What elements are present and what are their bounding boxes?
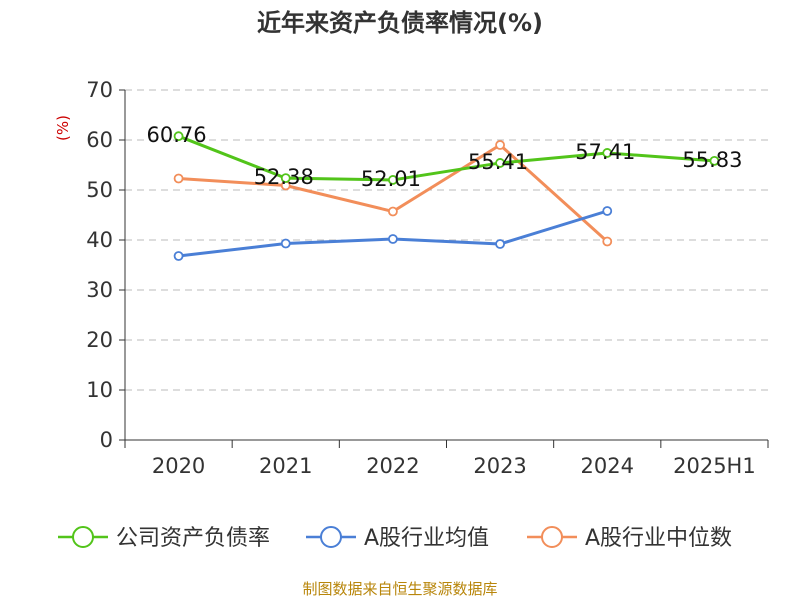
y-tick-label: 60: [86, 128, 113, 152]
data-label: 55.41: [468, 150, 528, 174]
data-point: [280, 238, 291, 249]
x-tick-label: 2025H1: [673, 454, 756, 478]
y-tick-label: 40: [86, 228, 113, 252]
legend: 公司资产负债率 A股行业均值 A股行业中位数: [58, 526, 732, 551]
data-point: [709, 155, 720, 166]
series-line-1: [178, 209, 608, 258]
y-tick-label: 0: [100, 428, 113, 452]
data-labels: 60.76 52.38 52.01 55.41 57.41 55.83: [147, 123, 743, 191]
data-point: [388, 234, 398, 244]
y-tick-label: 10: [86, 378, 113, 402]
source-note: 制图数据来自恒生聚源数据库: [302, 580, 497, 598]
y-tick-label: 50: [86, 178, 113, 202]
x-tick-label: 2021: [259, 454, 312, 478]
chart-title: 近年来资产负债率情况(%): [257, 9, 543, 37]
data-label: 57.41: [575, 140, 635, 164]
y-tick-label: 20: [86, 328, 113, 352]
data-point: [173, 131, 184, 142]
x-tick-label: 2023: [473, 454, 526, 478]
axes: 0 10 20 30 40 50 60 70 2020 2021 2022 2023 2024 2025H…: [86, 78, 769, 478]
y-axis-unit-label: (%): [54, 115, 72, 141]
data-point: [495, 239, 505, 249]
legend-marker-icon: [541, 526, 563, 548]
data-point: [602, 148, 613, 158]
data-label: 60.76: [147, 123, 207, 147]
series-lines: [173, 131, 720, 261]
legend-item-2: A股行业中位数: [527, 526, 732, 551]
x-tick-label: 2024: [581, 454, 634, 478]
data-label: 55.83: [682, 148, 742, 172]
data-point: [495, 158, 505, 168]
legend-label: A股行业中位数: [585, 526, 732, 551]
legend-item-1: A股行业均值: [306, 526, 489, 551]
x-tick-label: 2022: [366, 454, 419, 478]
data-point: [173, 251, 184, 261]
data-point: [388, 206, 398, 217]
legend-item-0: 公司资产负债率: [58, 526, 270, 551]
data-point: [602, 206, 613, 216]
data-label: 52.38: [254, 165, 314, 189]
legend-label: 公司资产负债率: [116, 526, 270, 551]
y-tick-label: 30: [86, 278, 113, 302]
legend-marker-icon: [72, 526, 94, 548]
data-point: [173, 173, 184, 184]
data-point: [388, 175, 398, 185]
series-line-0: [178, 134, 715, 182]
data-point: [602, 236, 613, 247]
legend-label: A股行业均值: [364, 526, 489, 551]
data-label: 52.01: [361, 167, 421, 191]
data-point: [495, 140, 505, 150]
y-tick-label: 70: [86, 78, 113, 102]
data-point: [280, 173, 291, 184]
x-tick-label: 2020: [152, 454, 205, 478]
legend-marker-icon: [320, 526, 342, 548]
